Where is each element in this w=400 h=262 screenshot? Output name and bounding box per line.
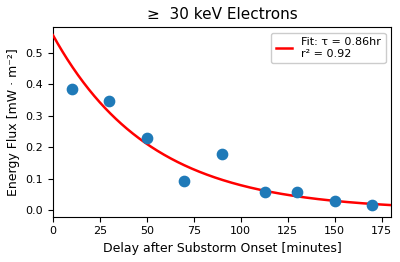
Point: [262, 190, 268, 195]
Point: [294, 189, 300, 194]
Title: ≥  30 keV Electrons: ≥ 30 keV Electrons: [147, 7, 298, 22]
Point: [106, 99, 112, 103]
Point: [68, 88, 75, 92]
Point: [219, 151, 225, 156]
Point: [332, 199, 338, 203]
Point: [369, 203, 376, 207]
Y-axis label: Energy Flux [mW · m⁻²]: Energy Flux [mW · m⁻²]: [7, 48, 20, 196]
X-axis label: Delay after Substorm Onset [minutes]: Delay after Substorm Onset [minutes]: [103, 242, 342, 255]
Point: [144, 136, 150, 140]
Legend: Fit: τ = 0.86hr
r² = 0.92: Fit: τ = 0.86hr r² = 0.92: [271, 33, 386, 63]
Point: [181, 179, 188, 183]
